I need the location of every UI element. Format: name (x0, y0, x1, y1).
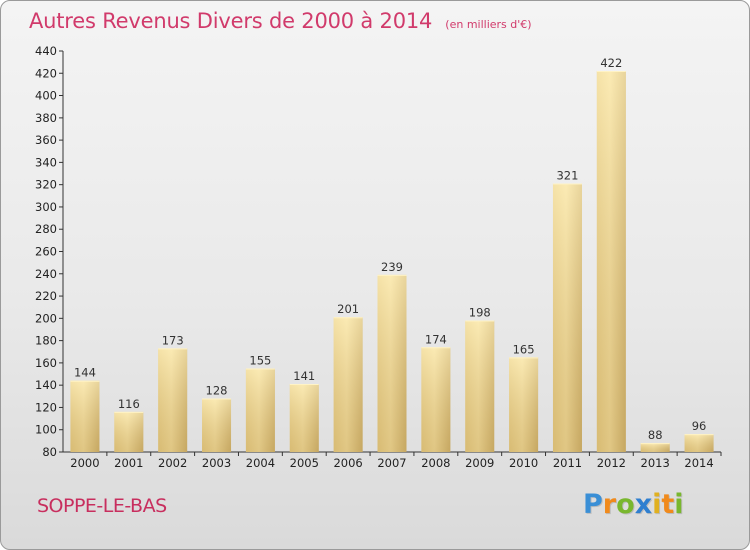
chart-title: Autres Revenus Divers de 2000 à 2014 (29, 9, 433, 33)
y-tick-label: 260 (35, 245, 57, 259)
logo-letter: P (583, 489, 603, 520)
y-tick-label: 400 (35, 89, 57, 103)
x-tick-label: 2013 (641, 456, 670, 470)
bar-shade (245, 368, 275, 452)
y-tick-label: 300 (35, 200, 57, 214)
x-tick-label: 2007 (377, 456, 406, 470)
logo-letter: t (661, 489, 675, 520)
bar-shade (114, 411, 144, 452)
value-label: 422 (600, 56, 622, 70)
y-tick-label: 240 (35, 267, 57, 281)
bar-shade (552, 183, 582, 452)
x-tick-label: 2012 (597, 456, 626, 470)
bar-shade (70, 380, 100, 452)
bar-shade (333, 317, 363, 452)
x-tick-label: 2008 (421, 456, 450, 470)
x-tick-label: 2000 (70, 456, 99, 470)
bar-shade (377, 274, 407, 452)
value-label: 198 (469, 306, 491, 320)
bar-shade (684, 434, 714, 452)
value-label: 321 (556, 169, 578, 183)
y-tick-label: 340 (35, 155, 57, 169)
y-tick-label: 140 (35, 378, 57, 392)
y-tick-label: 120 (35, 400, 57, 414)
title-block: Autres Revenus Divers de 2000 à 2014 (en… (29, 9, 532, 33)
y-tick-label: 220 (35, 289, 57, 303)
y-tick-label: 160 (35, 356, 57, 370)
chart-unit: (en milliers d'€) (445, 18, 532, 31)
x-tick-label: 2006 (333, 456, 362, 470)
logo-letter: x (634, 489, 653, 520)
bar-shade (289, 384, 319, 452)
logo-letter: i (674, 489, 684, 520)
y-tick-label: 80 (42, 445, 57, 459)
y-tick-label: 200 (35, 311, 57, 325)
y-tick-label: 360 (35, 133, 57, 147)
value-label: 155 (249, 353, 271, 367)
proxiti-logo: Proxiti (583, 489, 684, 520)
bar-shade (465, 320, 495, 452)
y-tick-label: 100 (35, 423, 57, 437)
value-label: 174 (425, 332, 447, 346)
logo-letter: o (616, 489, 635, 520)
y-tick-label: 180 (35, 334, 57, 348)
bar-shade (596, 71, 626, 453)
y-tick-label: 380 (35, 111, 57, 125)
x-tick-label: 2010 (509, 456, 538, 470)
value-label: 116 (118, 397, 140, 411)
y-tick-label: 420 (35, 66, 57, 80)
value-label: 128 (206, 384, 228, 398)
bar-shade (158, 348, 188, 452)
value-label: 239 (381, 260, 403, 274)
x-tick-label: 2002 (158, 456, 187, 470)
logo-letter: i (652, 489, 662, 520)
value-label: 201 (337, 302, 359, 316)
x-tick-label: 2004 (246, 456, 275, 470)
y-tick-label: 320 (35, 178, 57, 192)
x-tick-label: 2014 (684, 456, 713, 470)
value-label: 144 (74, 366, 96, 380)
bar-shade (202, 398, 232, 452)
y-tick-label: 440 (35, 44, 57, 58)
value-label: 96 (692, 419, 707, 433)
value-label: 88 (648, 428, 663, 442)
bar-shade (640, 443, 670, 452)
value-label: 173 (162, 333, 184, 347)
bar-shade (421, 347, 451, 452)
x-tick-label: 2001 (114, 456, 143, 470)
x-tick-label: 2009 (465, 456, 494, 470)
x-tick-label: 2003 (202, 456, 231, 470)
bar-shade (509, 357, 539, 452)
value-label: 165 (513, 342, 535, 356)
location-name: SOPPE-LE-BAS (37, 495, 167, 517)
value-label: 141 (293, 369, 315, 383)
x-tick-label: 2011 (553, 456, 582, 470)
y-tick-label: 280 (35, 222, 57, 236)
x-tick-label: 2005 (290, 456, 319, 470)
logo-letter: r (602, 489, 617, 520)
